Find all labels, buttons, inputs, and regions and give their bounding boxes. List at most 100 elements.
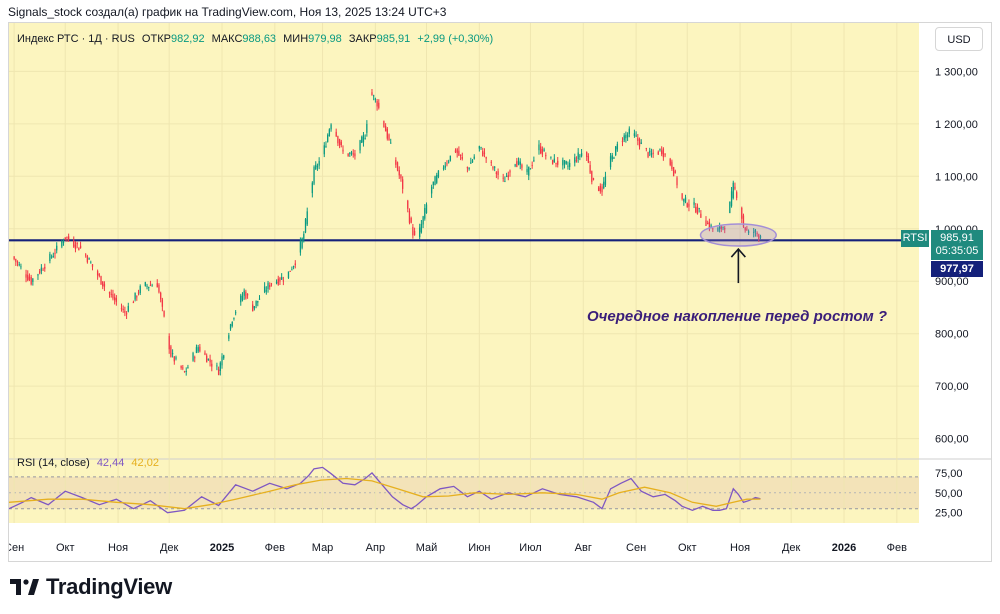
candle-body	[659, 148, 661, 151]
candle-body	[349, 152, 351, 154]
candle-body	[158, 284, 160, 293]
candle-body	[52, 256, 54, 258]
time-tick-label: Дек	[160, 542, 179, 554]
candle-body	[436, 175, 438, 183]
candle-body	[171, 353, 174, 355]
candle-body	[758, 234, 760, 239]
candle-body	[194, 357, 196, 359]
candle-body	[219, 362, 221, 371]
candle-body	[246, 294, 249, 296]
candle-body	[161, 299, 164, 307]
candle-body	[407, 200, 409, 209]
candle-body	[557, 160, 559, 165]
candle-body	[390, 142, 392, 144]
candle-body	[603, 181, 605, 189]
candle-body	[253, 306, 256, 309]
candle-body	[303, 233, 305, 239]
candle-body	[471, 160, 474, 163]
last-price-value: 985,91	[940, 232, 974, 244]
legend-low-label: МИН	[283, 33, 309, 45]
candle-body	[396, 162, 399, 171]
time-tick-label: Фев	[887, 542, 907, 554]
candle-body	[611, 155, 613, 160]
tradingview-logo[interactable]: TradingView	[10, 572, 172, 602]
candle-body	[376, 101, 378, 107]
candle-body	[555, 162, 557, 165]
candle-body	[170, 346, 172, 357]
candle-body	[574, 157, 576, 163]
candle-body	[722, 226, 724, 229]
candle-body	[495, 172, 498, 174]
candle-body	[543, 149, 545, 152]
candle-body	[229, 324, 232, 330]
candle-body	[567, 165, 569, 167]
candle-body	[597, 187, 600, 191]
candle-body	[529, 168, 532, 170]
candle-body	[98, 274, 100, 276]
candle-body	[662, 148, 665, 158]
candle-body	[61, 241, 63, 247]
chart-background	[9, 23, 991, 561]
symbol-price-tag: RTSI	[901, 230, 929, 247]
candle-body	[661, 150, 663, 155]
candle-body	[39, 271, 41, 274]
candle-body	[86, 255, 89, 263]
candle-body	[384, 125, 387, 132]
candle-body	[136, 296, 138, 298]
rsi-tick-label: 50,00	[935, 488, 963, 500]
candle-body	[720, 226, 722, 229]
candle-body	[386, 128, 388, 139]
candle-body	[124, 310, 126, 313]
candle-body	[102, 281, 104, 287]
candle-body	[736, 192, 738, 198]
candle-body	[710, 225, 712, 227]
candle-body	[410, 217, 412, 223]
candle-body	[492, 166, 494, 169]
candle-body	[361, 136, 363, 143]
candle-body	[347, 153, 349, 157]
candle-body	[366, 123, 368, 133]
candle-body	[299, 241, 302, 253]
candle-body	[211, 363, 213, 367]
candle-body	[681, 193, 683, 199]
candle-body	[730, 191, 733, 206]
candle-body	[134, 292, 136, 300]
candle-body	[49, 253, 51, 261]
candle-body	[649, 150, 651, 153]
candle-body	[693, 202, 695, 205]
time-tick-label: Май	[416, 542, 438, 554]
candle-body	[388, 134, 390, 141]
candle-body	[430, 186, 433, 194]
chart-frame[interactable]: 1 300,001 200,001 100,001 000,00900,0080…	[8, 22, 992, 562]
legend-open-label: ОТКР	[141, 33, 171, 45]
candle-body	[315, 164, 317, 170]
candle-body	[306, 211, 308, 225]
candle-body	[545, 155, 547, 157]
candle-body	[85, 254, 87, 256]
candle-body	[553, 158, 555, 163]
rsi-ma-value: 42,02	[131, 457, 159, 469]
candle-body	[753, 231, 755, 233]
chart-canvas[interactable]: 1 300,001 200,001 100,001 000,00900,0080…	[9, 23, 992, 562]
candle-body	[168, 336, 170, 350]
candle-body	[657, 151, 659, 155]
price-axis-background	[919, 23, 991, 561]
candle-body	[18, 264, 20, 266]
candle-body	[50, 256, 53, 258]
candle-body	[337, 136, 339, 144]
candle-body	[37, 274, 39, 276]
legend-close-value: 985,91	[376, 33, 411, 45]
candle-body	[323, 145, 325, 155]
candle-body	[575, 159, 578, 162]
time-tick-label: Мар	[312, 542, 334, 554]
rsi-label: RSI (14, close)	[17, 457, 90, 469]
candle-body	[541, 148, 544, 155]
legend-open-value: 982,92	[170, 33, 205, 45]
candle-body	[461, 157, 463, 159]
candle-body	[291, 269, 293, 271]
candle-body	[56, 245, 58, 251]
candle-body	[282, 280, 285, 282]
currency-button[interactable]: USD	[935, 27, 983, 51]
candle-body	[483, 152, 486, 154]
candle-body	[645, 148, 647, 150]
